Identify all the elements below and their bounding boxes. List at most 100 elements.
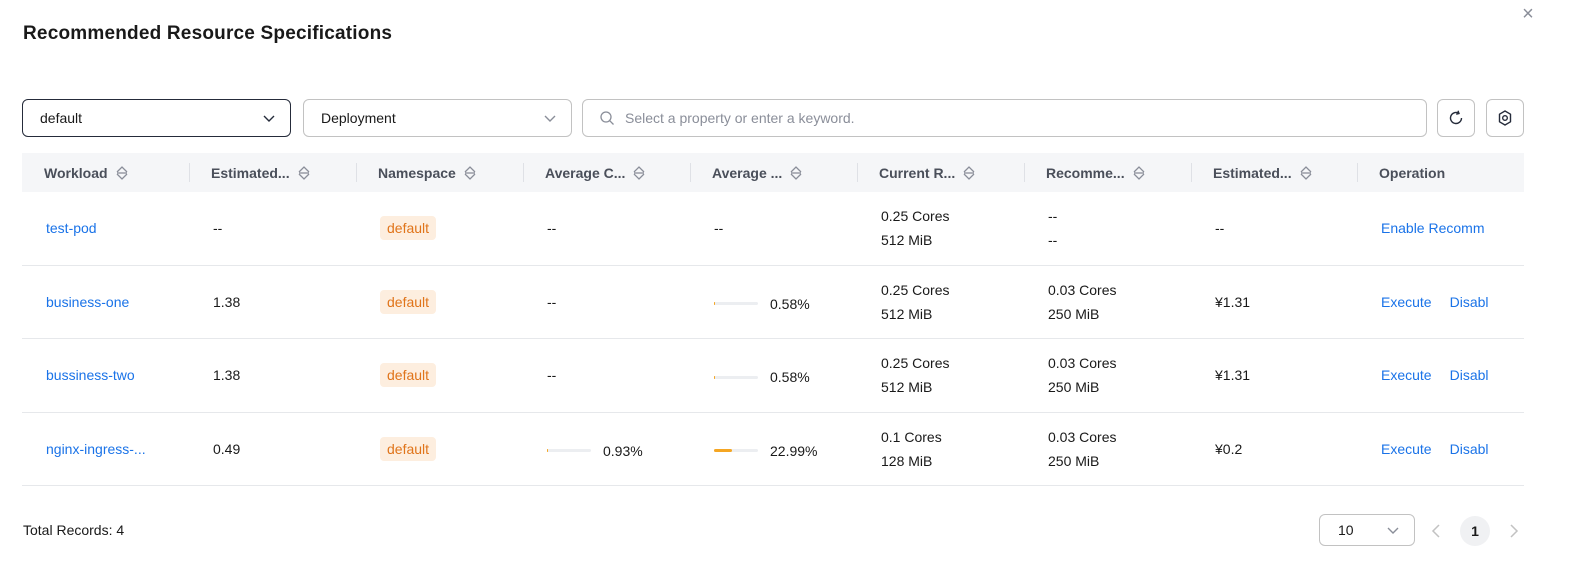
cell-current-resources: 0.25 Cores 512 MiB	[857, 278, 1024, 326]
cell-estimated: 0.49	[213, 440, 241, 457]
namespace-select-value: default	[40, 110, 83, 126]
next-page-icon[interactable]	[1505, 520, 1521, 542]
operation-primary-link[interactable]: Enable Recomm	[1381, 220, 1485, 237]
current-memory: 512 MiB	[881, 305, 933, 322]
column-header[interactable]: Average C...	[523, 153, 690, 192]
namespace-tag: default	[380, 436, 437, 461]
cell-recommended-resources: 0.03 Cores 250 MiB	[1024, 278, 1191, 326]
cell-estimated: 1.38	[213, 293, 241, 310]
namespace-tag: default	[380, 289, 437, 314]
usage-bar-track	[714, 449, 758, 452]
usage-percent: 0.93%	[603, 442, 643, 459]
close-icon[interactable]: ×	[1522, 3, 1534, 25]
recommended-cpu: 0.03 Cores	[1048, 428, 1117, 445]
chevron-down-icon	[263, 115, 275, 122]
cell-recommended-resources: 0.03 Cores 250 MiB	[1024, 425, 1191, 473]
cell-avg_mem: 0.58%	[690, 362, 857, 390]
cell-estimated: --	[213, 220, 223, 237]
current-memory: 128 MiB	[881, 452, 933, 469]
column-header[interactable]: Recomme...	[1024, 153, 1191, 192]
filter-toolbar: default Deployment	[22, 99, 1525, 139]
sort-icon[interactable]	[632, 165, 646, 181]
recommended-memory: 250 MiB	[1048, 452, 1100, 469]
workload-type-select-value: Deployment	[321, 110, 396, 126]
column-header[interactable]: Workload	[22, 153, 189, 192]
column-header[interactable]: Estimated...	[189, 153, 356, 192]
sort-icon[interactable]	[463, 165, 477, 181]
usage-bar: 0.58%	[714, 292, 810, 316]
cell-operation: Execute Disabl	[1357, 363, 1524, 387]
chevron-down-icon	[544, 115, 556, 122]
page-number-current[interactable]: 1	[1460, 516, 1490, 546]
usage-bar: 22.99%	[714, 439, 817, 463]
search-box[interactable]	[582, 99, 1427, 137]
column-header[interactable]: Current R...	[857, 153, 1024, 192]
cell-avg_cpu: --	[523, 216, 690, 240]
refresh-icon	[1449, 110, 1463, 125]
workload-link[interactable]: test-pod	[46, 220, 97, 237]
settings-button[interactable]	[1486, 99, 1524, 137]
page-size-value: 10	[1338, 522, 1354, 538]
cell-recommended-resources: -- --	[1024, 204, 1191, 252]
column-header[interactable]: Namespace	[356, 153, 523, 192]
sort-icon[interactable]	[1299, 165, 1313, 181]
namespace-select[interactable]: default	[22, 99, 291, 137]
current-cpu: 0.25 Cores	[881, 208, 950, 225]
cell-value: --	[714, 220, 724, 237]
usage-bar-track	[714, 302, 758, 305]
cell-value: --	[547, 367, 557, 384]
sort-icon[interactable]	[1132, 165, 1146, 181]
cell-current-resources: 0.1 Cores 128 MiB	[857, 425, 1024, 473]
table-row: bussiness-two 1.38 default -- 0.58% 0.25 Core…	[22, 339, 1524, 413]
column-header-label: Average ...	[712, 164, 783, 181]
workload-link[interactable]: business-one	[46, 293, 130, 310]
settings-gear-icon	[1498, 110, 1512, 126]
sort-icon[interactable]	[789, 165, 803, 181]
cell-current-resources: 0.25 Cores 512 MiB	[857, 204, 1024, 252]
operation-primary-link[interactable]: Execute	[1381, 440, 1432, 457]
cell-value: --	[547, 293, 557, 310]
current-memory: 512 MiB	[881, 232, 933, 249]
current-cpu: 0.25 Cores	[881, 355, 950, 372]
workload-link[interactable]: nginx-ingress-...	[46, 440, 146, 457]
column-header-label: Average C...	[545, 164, 626, 181]
sort-icon[interactable]	[962, 165, 976, 181]
column-header[interactable]: Estimated...	[1191, 153, 1357, 192]
column-header-label: Operation	[1379, 164, 1446, 181]
operation-disable-link[interactable]: Disabl	[1449, 367, 1489, 384]
search-input[interactable]	[625, 110, 1405, 126]
table-row: nginx-ingress-... 0.49 default 0.93% 22.99% 0…	[22, 413, 1524, 486]
operation-primary-link[interactable]: Execute	[1381, 293, 1432, 310]
recommended-cpu: 0.03 Cores	[1048, 281, 1117, 298]
cell-avg_cpu: --	[523, 363, 690, 387]
recommended-memory: 250 MiB	[1048, 379, 1100, 396]
sort-icon[interactable]	[297, 165, 311, 181]
namespace-tag: default	[380, 363, 437, 388]
refresh-button[interactable]	[1437, 99, 1475, 137]
cell-avg_mem: 0.58%	[690, 288, 857, 316]
workload-link[interactable]: bussiness-two	[46, 367, 135, 384]
column-header-label: Workload	[44, 164, 108, 181]
usage-bar: 0.58%	[714, 365, 810, 389]
cell-estimated-cost: ¥0.2	[1215, 440, 1243, 457]
cell-avg_mem: --	[690, 216, 857, 240]
operation-disable-link[interactable]: Disabl	[1449, 440, 1489, 457]
operation-disable-link[interactable]: Disabl	[1449, 293, 1489, 310]
usage-bar-fill	[547, 449, 549, 452]
page-size-select[interactable]: 10	[1319, 514, 1415, 546]
usage-percent: 0.58%	[770, 369, 810, 385]
column-header-label: Estimated...	[211, 164, 290, 181]
table-header: Workload Estimated... Namespace Average C..…	[22, 153, 1524, 192]
column-header[interactable]: Average ...	[690, 153, 857, 192]
usage-percent: 0.58%	[770, 295, 810, 312]
cell-namespace: default	[356, 363, 523, 388]
cell-operation: Execute Disabl	[1357, 290, 1524, 314]
sort-icon[interactable]	[115, 165, 129, 181]
workload-type-select[interactable]: Deployment	[303, 99, 572, 137]
recommended-memory: 250 MiB	[1048, 305, 1100, 322]
prev-page-icon[interactable]	[1429, 520, 1445, 542]
operation-primary-link[interactable]: Execute	[1381, 367, 1432, 384]
total-records: Total Records: 4	[23, 522, 125, 538]
cell-estimated-cost: ¥1.31	[1215, 367, 1251, 384]
recommended-cpu: 0.03 Cores	[1048, 355, 1117, 372]
